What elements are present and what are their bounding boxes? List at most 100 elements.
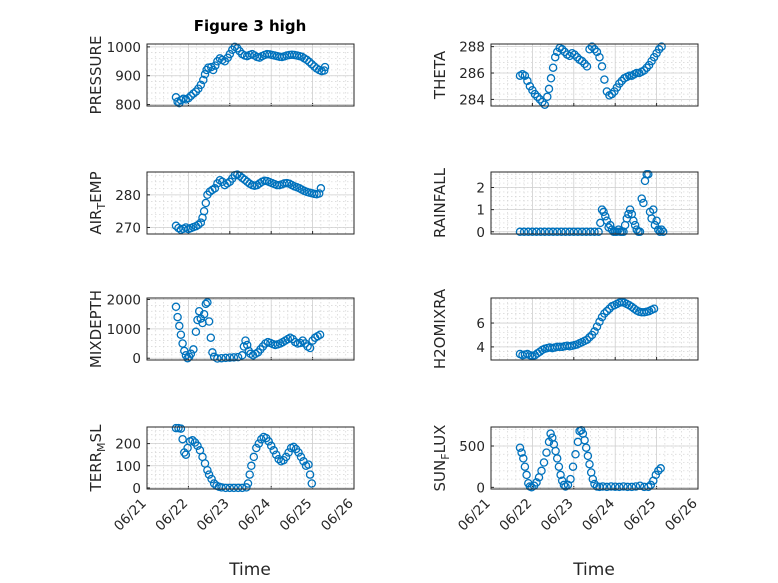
data-point [225,49,235,59]
data-point [189,345,198,354]
data-point [585,459,594,469]
y-axis-label: MIXDEPTH [87,290,105,368]
data-point [657,225,666,234]
data-point [264,437,273,446]
data-point [519,454,528,463]
data-point [624,209,633,219]
data-point [615,482,624,492]
data-point [217,353,226,363]
data-point [557,45,567,54]
data-point [630,220,640,230]
data-point [199,309,209,319]
data-point [237,351,247,360]
data-point [210,184,220,193]
y-tick-label: 270 [115,220,141,236]
data-point [540,227,550,237]
data-point [583,451,593,461]
data-point [569,227,579,237]
data-point [594,227,603,237]
y-tick-label: 1000 [107,322,141,338]
y-tick-label: 2 [476,181,485,197]
data-point [544,84,554,94]
data-point [294,448,303,457]
data-point [565,227,574,237]
data-point [631,482,641,491]
data-point [635,227,645,237]
y-axis-label: PRESSURE [87,36,105,115]
data-point [654,45,664,54]
data-point [245,470,254,479]
subplot-row2-left: 270 280 AIRTEMP [87,170,355,236]
y-tick-label: 1 [476,203,485,219]
x-tick-label: 06/21 [111,496,150,535]
data-point [184,93,193,103]
data-point [632,68,641,78]
y-tick-label: 100 [115,459,141,475]
data-point [588,474,598,484]
data-point [266,441,276,451]
data-point [625,71,634,80]
data-point [199,75,208,85]
data-point [523,76,532,86]
data-point [204,317,214,326]
plot-area [491,427,698,489]
data-point [208,348,217,357]
data-point [269,446,278,455]
data-point [524,227,533,237]
data-point [249,452,259,462]
data-point [581,443,591,452]
data-point [199,206,209,216]
data-point [304,460,313,469]
data-point [229,353,239,362]
data-point [225,353,235,362]
data-point [319,66,329,75]
data-point [598,482,608,491]
data-point [548,63,558,72]
data-point [600,75,609,84]
y-axis-label: TERRMSL [87,424,108,493]
subplot-row4-left: 0 100 200 06/21 06/22 06/23 06/24 06/25 06/26 TER… [87,423,357,535]
data-point [652,216,661,225]
data-point [314,189,324,198]
data-point [546,74,556,83]
data-point [580,59,589,69]
data-point [592,322,602,331]
y-axis-label: THETA [431,50,449,100]
data-point [176,424,186,433]
x-tick-label: 06/21 [455,496,494,535]
data-point [619,482,628,491]
y-tick-label: 288 [459,40,485,56]
data-point [627,482,637,492]
data-point [201,198,211,208]
x-axis-label-left: Time [228,560,271,580]
y-tick-label: 280 [115,188,141,204]
data-point [221,483,230,493]
data-point [307,479,317,488]
data-point [644,482,653,492]
data-point [189,89,198,98]
data-point [233,352,243,362]
y-axis-label: SUNFLUX [431,425,452,492]
data-point [573,227,583,237]
data-point [554,462,564,471]
data-point [528,227,537,237]
y-tick-label: 800 [115,98,141,114]
figure-title: Figure 3 high [194,17,307,35]
data-point [539,458,549,467]
data-point [305,470,315,479]
data-point [595,317,604,327]
data-point [254,439,264,448]
data-point [175,321,184,331]
data-point [225,483,235,493]
y-tick-label: 500 [459,439,485,455]
data-point [623,482,632,492]
axes-frame [490,171,699,235]
data-point [315,330,325,339]
data-point [590,327,599,336]
data-point [237,483,247,493]
data-point [637,194,646,203]
data-point [229,483,239,493]
data-point [296,452,306,462]
